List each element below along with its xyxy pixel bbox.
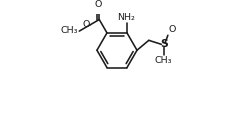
Text: O: O xyxy=(95,0,102,9)
Text: NH₂: NH₂ xyxy=(117,13,135,22)
Text: CH₃: CH₃ xyxy=(61,26,79,35)
Text: O: O xyxy=(82,20,90,29)
Text: S: S xyxy=(160,39,168,49)
Text: CH₃: CH₃ xyxy=(155,56,172,65)
Text: O: O xyxy=(169,26,176,35)
